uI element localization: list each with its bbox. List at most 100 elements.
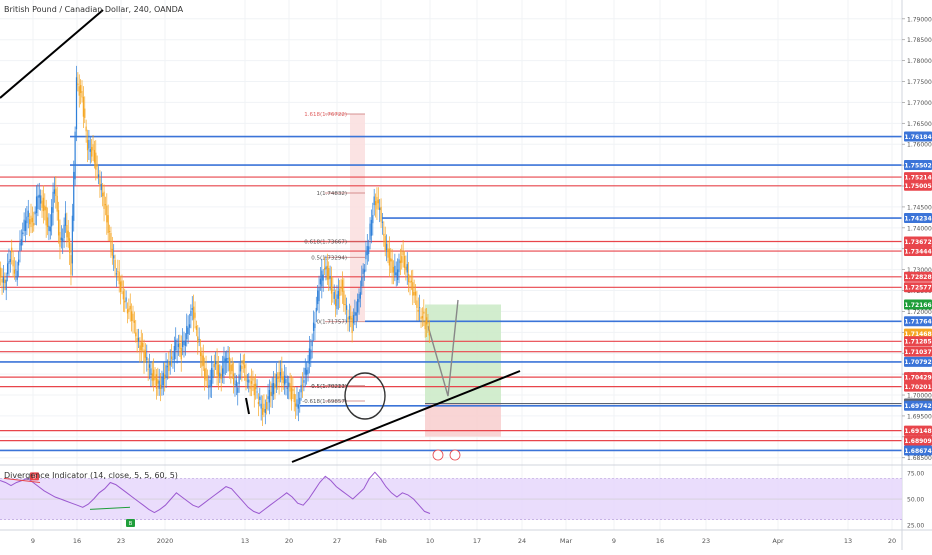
candle-body	[228, 357, 231, 371]
price-level-badge	[904, 328, 932, 339]
candle-body	[30, 215, 32, 228]
price-tick-label: 1.78000	[907, 58, 932, 65]
candle-body	[187, 327, 189, 334]
trend-line-small	[245, 397, 250, 415]
candle-body	[326, 265, 328, 280]
candle-body	[315, 307, 317, 312]
candle-body	[111, 248, 113, 256]
candle-body	[233, 373, 235, 385]
candle-body	[164, 374, 166, 380]
time-tick-label: Apr	[772, 537, 784, 545]
price-level-badge-label: 1.70201	[904, 384, 931, 391]
candle-body	[38, 194, 40, 198]
event-flag-icon	[432, 449, 444, 461]
time-tick-label: 2020	[157, 537, 174, 545]
circle-annotation	[344, 372, 386, 420]
candle-body	[290, 387, 293, 402]
candle-body	[322, 274, 324, 281]
candle-body	[104, 204, 107, 206]
price-tick-label: 1.77500	[907, 79, 932, 86]
candle-body	[27, 210, 29, 217]
candle-body	[37, 195, 39, 209]
candle-body	[35, 196, 38, 214]
candle-body	[5, 279, 7, 291]
candle-body	[239, 365, 242, 372]
candle-body	[303, 380, 305, 383]
candle-body	[321, 270, 323, 287]
price-level-badge	[904, 425, 932, 436]
candle-body	[300, 384, 302, 393]
candle-body	[210, 367, 213, 387]
candle-body	[403, 255, 406, 268]
rsi-line	[0, 471, 431, 515]
candle-body	[410, 280, 412, 283]
price-tick-label: 1.78500	[907, 37, 932, 44]
price-level-badge	[904, 282, 932, 293]
candle-body	[277, 377, 279, 379]
candle-body	[44, 205, 46, 211]
candle-body	[406, 264, 408, 273]
candle-body	[292, 388, 294, 392]
candle-body	[209, 380, 211, 387]
candle-body	[155, 374, 158, 389]
candle-body	[223, 356, 225, 374]
candle-body	[33, 223, 35, 226]
candle-body	[234, 383, 236, 385]
candle-body	[176, 350, 178, 352]
candle-body	[267, 396, 269, 400]
candle-body	[20, 239, 22, 246]
candle-body	[293, 393, 295, 402]
price-tick-label: 1.74000	[907, 225, 932, 232]
candle-body	[186, 325, 188, 340]
candle-body	[205, 367, 207, 382]
candle-body	[428, 332, 430, 336]
candle-body	[408, 274, 410, 282]
candle-body	[150, 368, 152, 376]
candle-body	[373, 196, 375, 206]
fib-label: 0.5(1.73294)	[311, 255, 347, 261]
candle-body	[154, 378, 156, 380]
candle-body	[151, 373, 153, 381]
candle-body	[48, 225, 50, 231]
candle-body	[363, 269, 366, 273]
candle-body	[357, 299, 359, 313]
price-level-badge	[904, 180, 932, 191]
candle-body	[51, 207, 53, 227]
candle-body	[46, 217, 49, 228]
candle-body	[355, 312, 357, 316]
candle-body	[424, 321, 426, 330]
candle-body	[140, 342, 142, 351]
candle-body	[285, 379, 287, 383]
candle-body	[128, 308, 130, 312]
candle-body	[275, 374, 277, 388]
candle-body	[279, 371, 282, 376]
time-tick-label: 13	[844, 537, 852, 545]
candle-body	[361, 277, 363, 287]
candle-body	[270, 391, 272, 396]
candle-body	[362, 268, 364, 275]
candle-body	[235, 380, 237, 387]
candle-body	[226, 357, 228, 363]
price-level-badge	[904, 131, 932, 142]
candle-body	[159, 384, 162, 389]
candle-body	[288, 382, 290, 387]
candle-body	[358, 294, 360, 303]
candle-body	[348, 316, 350, 320]
candle-body	[139, 345, 141, 351]
price-level-badge-label: 1.71468	[904, 331, 931, 338]
candle-body	[148, 364, 151, 368]
candle-body	[299, 397, 301, 404]
price-level-badge	[904, 445, 932, 456]
candle-body	[126, 309, 129, 314]
price-level-badge-label: 1.75005	[904, 183, 931, 190]
price-level-badge-label: 1.68909	[904, 438, 931, 445]
candle-body	[2, 277, 5, 283]
candle-body	[231, 363, 233, 372]
candle-body	[26, 216, 28, 224]
candle-body	[133, 320, 135, 323]
candle-body	[230, 364, 232, 375]
candle-body	[344, 304, 346, 305]
price-tick-label: 1.70000	[907, 393, 932, 400]
fib-label: 0.5(1.70212)	[311, 384, 347, 390]
